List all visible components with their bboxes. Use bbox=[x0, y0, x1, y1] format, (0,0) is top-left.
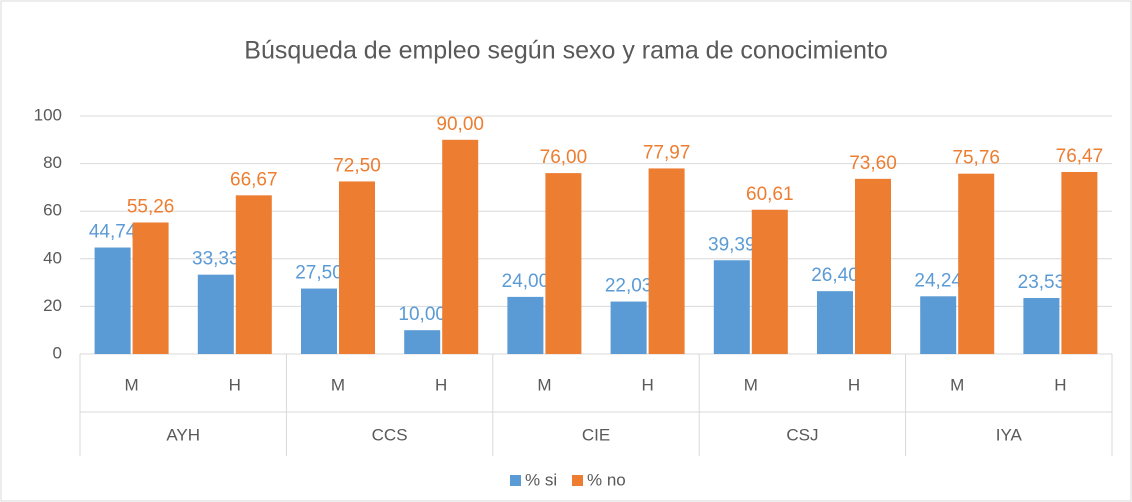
bar bbox=[197, 274, 234, 354]
bar bbox=[442, 139, 479, 354]
bar bbox=[94, 247, 131, 354]
value-label: 24,24 bbox=[914, 270, 962, 291]
value-label: 77,97 bbox=[643, 142, 691, 163]
y-tick-label: 0 bbox=[53, 343, 62, 362]
group-label: CIE bbox=[582, 425, 610, 444]
x-tick-label: H bbox=[229, 375, 241, 394]
bar bbox=[713, 260, 750, 354]
y-tick-label: 80 bbox=[43, 153, 62, 172]
x-tick-label: M bbox=[950, 375, 964, 394]
bar bbox=[817, 291, 853, 354]
value-label: 33,33 bbox=[192, 249, 240, 270]
value-label: 44,74 bbox=[89, 222, 137, 243]
value-label: 27,50 bbox=[295, 263, 343, 284]
bar bbox=[1061, 172, 1098, 354]
bar bbox=[339, 181, 375, 354]
x-tick-label: M bbox=[537, 375, 551, 394]
legend-swatch bbox=[572, 475, 583, 486]
bar bbox=[235, 195, 272, 354]
bar bbox=[1023, 297, 1060, 354]
y-tick-label: 40 bbox=[43, 248, 62, 267]
x-tick-label: H bbox=[435, 375, 447, 394]
y-tick-label: 100 bbox=[34, 105, 62, 124]
group-label: CSJ bbox=[786, 425, 818, 444]
value-label: 26,40 bbox=[811, 265, 859, 286]
value-label: 76,00 bbox=[540, 147, 588, 168]
value-label: 60,61 bbox=[746, 184, 794, 205]
bar bbox=[301, 288, 337, 354]
value-label: 66,67 bbox=[230, 169, 278, 190]
bar bbox=[855, 178, 891, 354]
group-label: AYH bbox=[166, 425, 200, 444]
value-label: 10,00 bbox=[398, 304, 446, 325]
bar bbox=[751, 209, 788, 354]
value-label: 76,47 bbox=[1056, 146, 1104, 167]
legend-label: % si bbox=[525, 470, 557, 489]
bar bbox=[610, 301, 647, 354]
legend-swatch bbox=[510, 475, 521, 486]
x-tick-label: H bbox=[848, 375, 860, 394]
x-tick-label: M bbox=[331, 375, 345, 394]
value-label: 75,76 bbox=[952, 148, 1000, 169]
value-label: 23,53 bbox=[1018, 272, 1066, 293]
value-label: 39,39 bbox=[708, 234, 756, 255]
y-tick-label: 60 bbox=[43, 201, 62, 220]
x-tick-label: M bbox=[125, 375, 139, 394]
value-label: 22,03 bbox=[605, 276, 653, 297]
bar bbox=[648, 168, 685, 354]
bar bbox=[507, 296, 544, 354]
value-label: 72,50 bbox=[333, 155, 381, 176]
group-label: IYA bbox=[996, 425, 1023, 444]
legend-label: % no bbox=[587, 470, 626, 489]
value-label: 24,00 bbox=[502, 271, 550, 292]
bar bbox=[920, 296, 957, 354]
value-label: 90,00 bbox=[436, 114, 484, 135]
x-tick-label: M bbox=[744, 375, 758, 394]
value-label: 73,60 bbox=[849, 153, 897, 174]
value-label: 55,26 bbox=[127, 196, 175, 217]
x-tick-label: H bbox=[641, 375, 653, 394]
group-label: CCS bbox=[372, 425, 408, 444]
chart-title: Búsqueda de empleo según sexo y rama de … bbox=[244, 37, 887, 65]
bar bbox=[132, 222, 169, 354]
bar bbox=[958, 173, 995, 354]
bar bbox=[404, 330, 441, 354]
x-tick-label: H bbox=[1054, 375, 1066, 394]
y-tick-label: 20 bbox=[43, 296, 62, 315]
bar bbox=[545, 173, 582, 354]
